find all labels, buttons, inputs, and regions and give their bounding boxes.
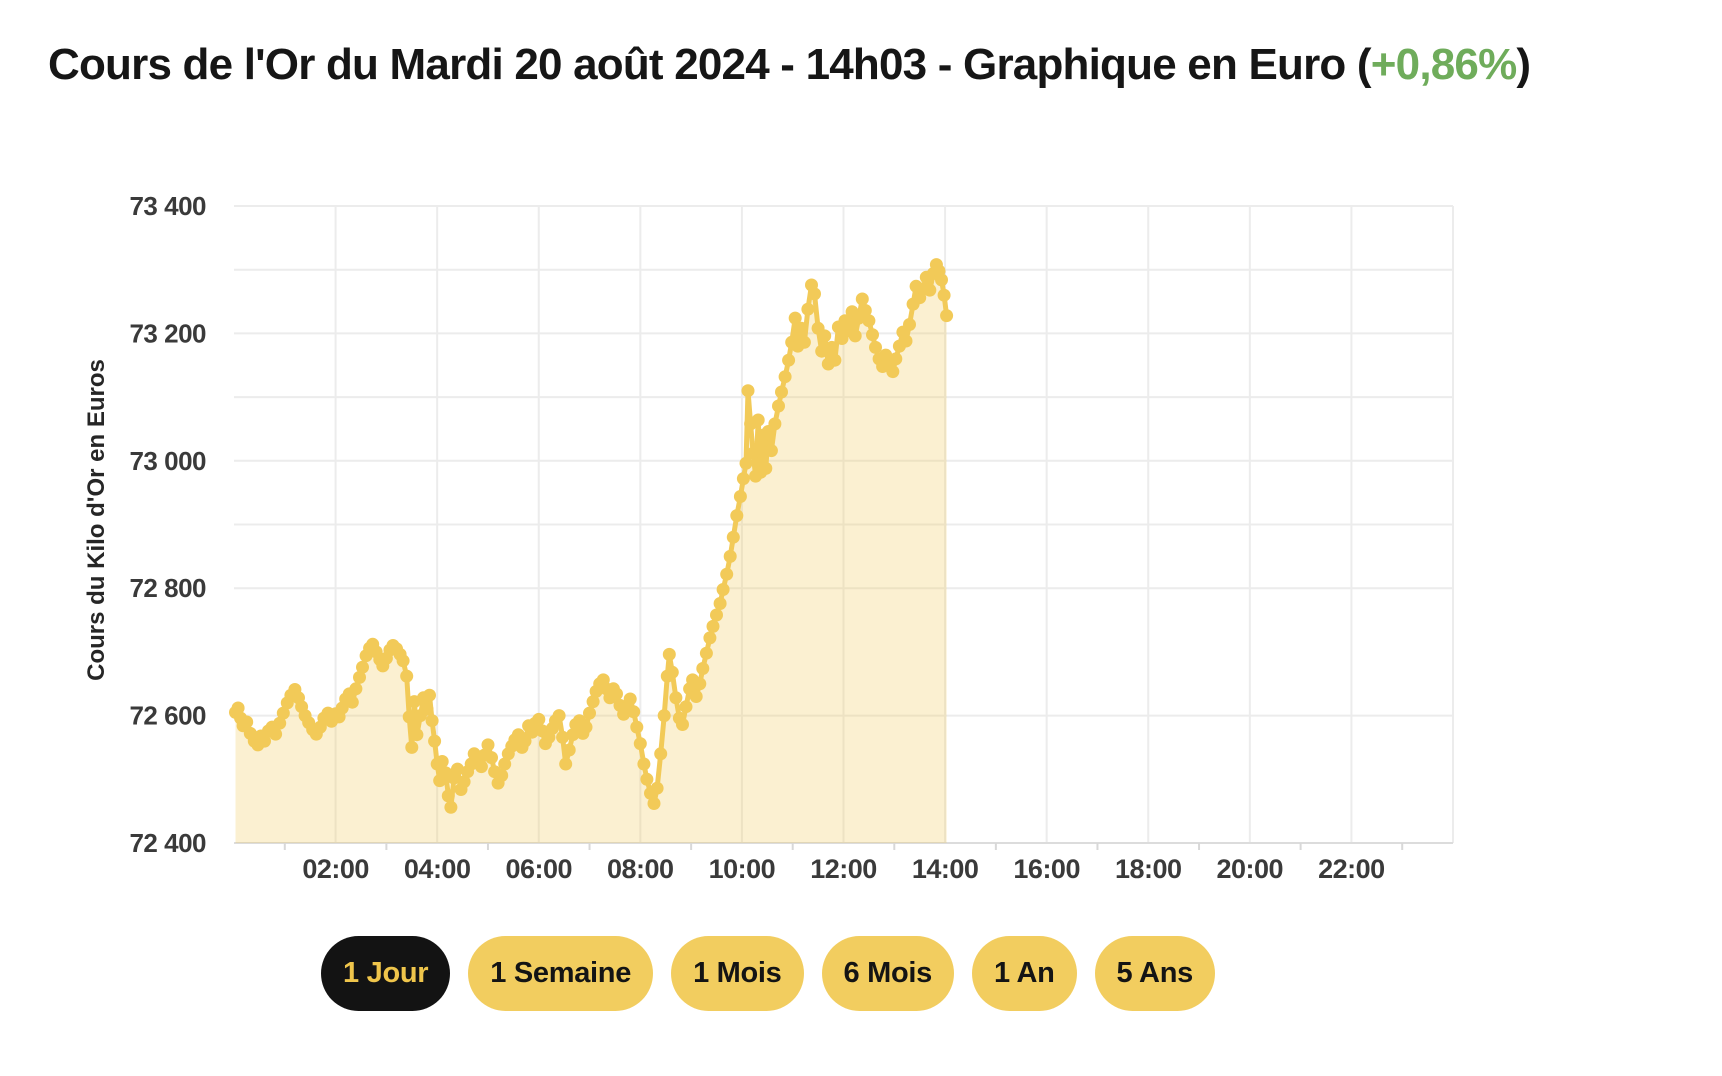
y-tick-label: 73 400	[129, 191, 206, 221]
x-tick-label: 06:00	[506, 854, 573, 884]
x-tick-label: 10:00	[709, 854, 776, 884]
x-tick-label: 02:00	[302, 854, 369, 884]
price-data-points[interactable]	[229, 258, 954, 814]
price-area-fill	[235, 264, 947, 844]
range-button-1-an[interactable]: 1 An	[971, 936, 1077, 1011]
range-button-1-jour[interactable]: 1 Jour	[321, 936, 451, 1011]
range-button-5-ans[interactable]: 5 Ans	[1094, 936, 1215, 1011]
price-change-percent: +0,86%	[1370, 40, 1517, 89]
y-tick-label: 72 400	[129, 828, 206, 858]
gold-price-chart[interactable]: 02:00 04:00 06:00 08:00 10:00 12:00 14:00 16:00…	[0, 0, 1722, 910]
y-tick-label: 72 600	[129, 701, 206, 731]
x-tick-label: 08:00	[607, 854, 674, 884]
x-tick-label: 14:00	[912, 854, 979, 884]
y-tick-label: 73 000	[129, 446, 206, 476]
range-button-6-mois[interactable]: 6 Mois	[821, 936, 954, 1011]
x-tick-label: 04:00	[404, 854, 471, 884]
range-button-1-semaine[interactable]: 1 Semaine	[468, 936, 654, 1011]
x-tick-label: 16:00	[1013, 854, 1080, 884]
x-tick-label: 18:00	[1115, 854, 1182, 884]
x-tick-label: 20:00	[1217, 854, 1284, 884]
y-tick-labels: 73 400 73 200 73 000 72 800 72 600 72 400	[129, 191, 206, 858]
page-title-text: Cours de l'Or du Mardi 20 août 2024 - 14…	[48, 40, 1372, 89]
range-button-1-mois[interactable]: 1 Mois	[671, 936, 804, 1011]
x-tick-label: 22:00	[1318, 854, 1385, 884]
page-title-suffix: )	[1516, 40, 1531, 89]
page-title: Cours de l'Or du Mardi 20 août 2024 - 14…	[48, 40, 1531, 90]
y-tick-label: 73 200	[129, 318, 206, 348]
time-range-selector: 1 Jour 1 Semaine 1 Mois 6 Mois 1 An 5 An…	[0, 936, 1536, 1011]
x-tick-labels: 02:00 04:00 06:00 08:00 10:00 12:00 14:00 16:00…	[302, 854, 1385, 884]
x-tick-label: 12:00	[810, 854, 877, 884]
hour-tick-marks	[283, 843, 1404, 850]
horizontal-gridlines	[234, 205, 1453, 717]
y-tick-label: 72 800	[129, 573, 206, 603]
